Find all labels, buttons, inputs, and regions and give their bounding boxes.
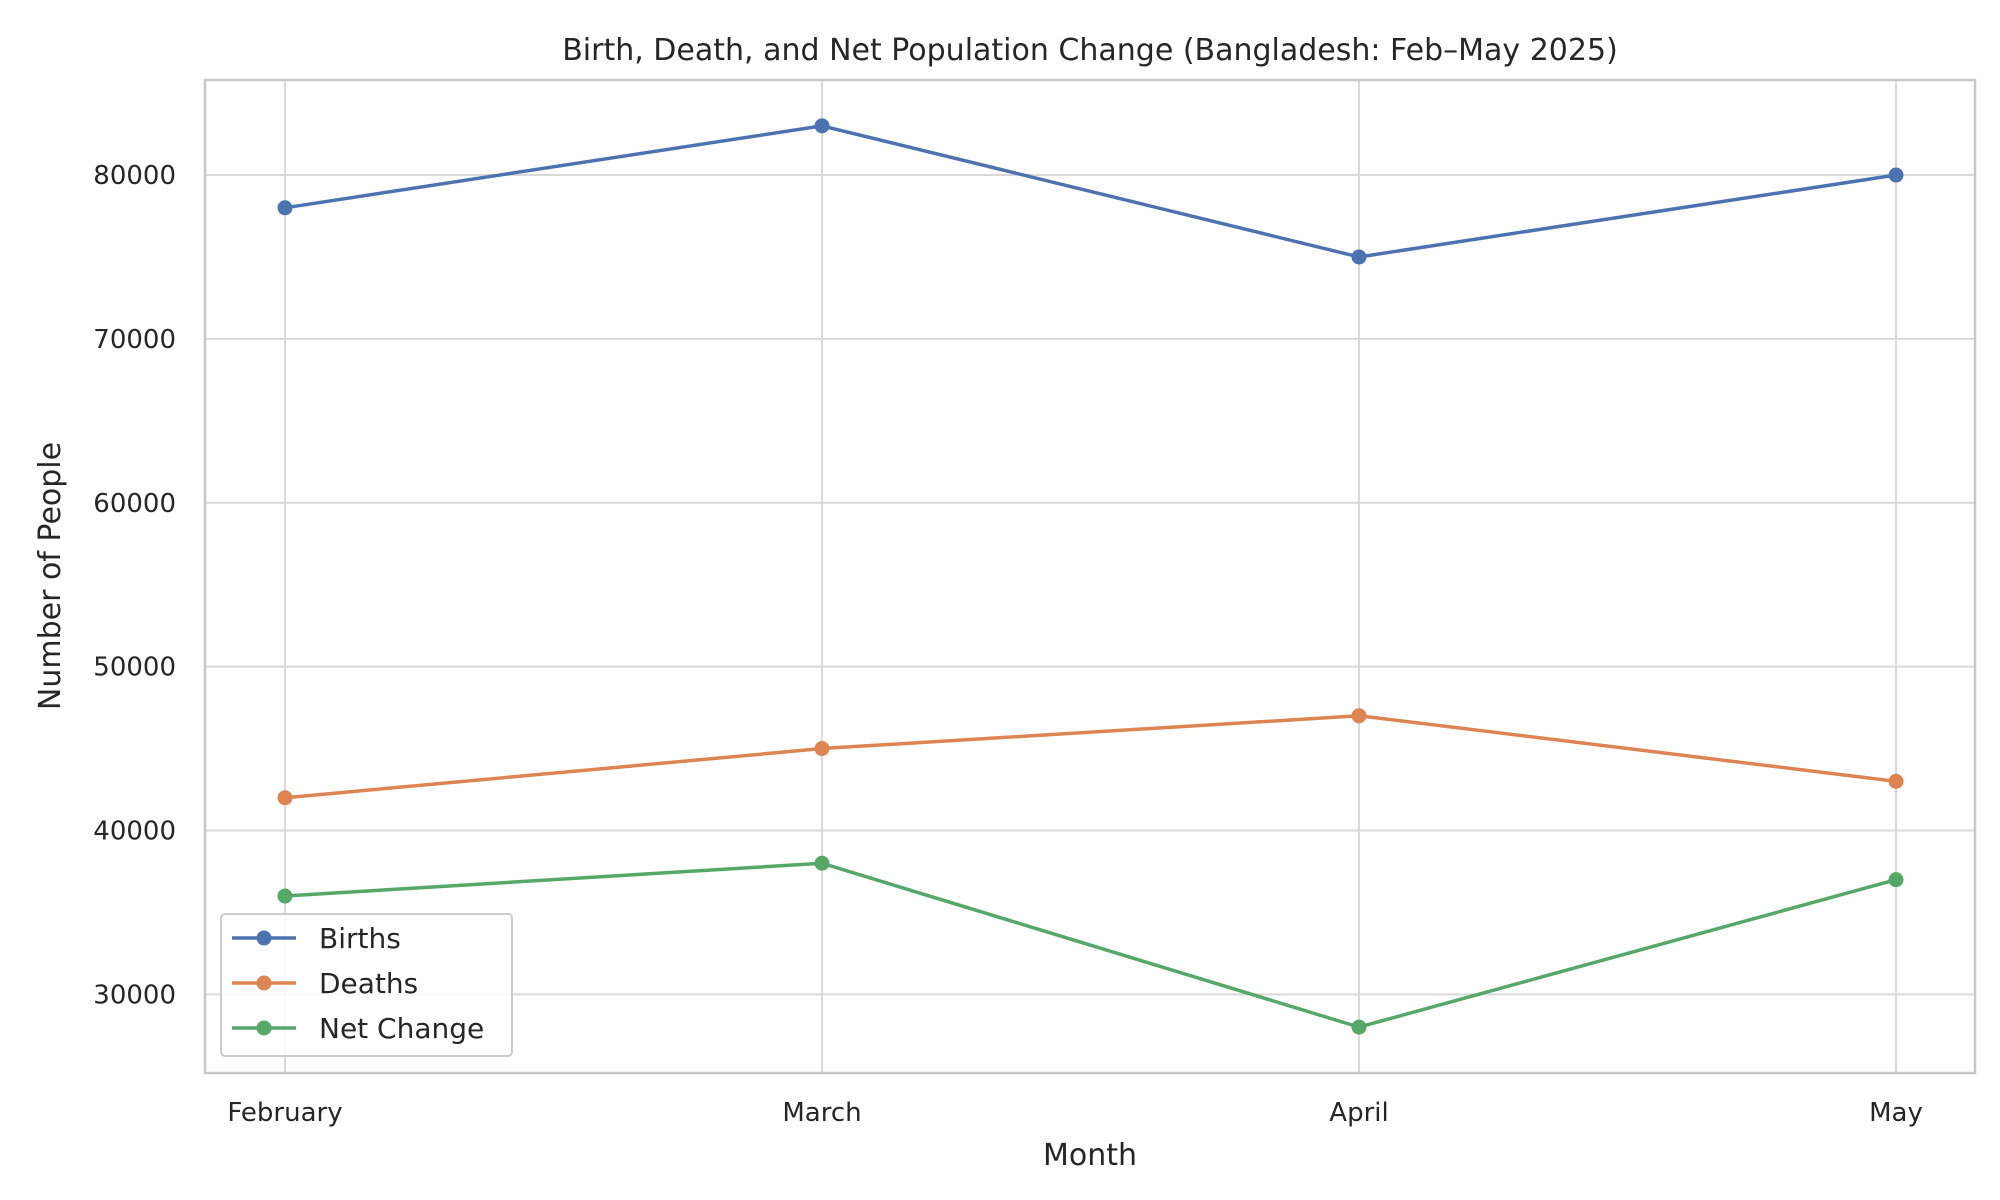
series-births bbox=[277, 118, 1904, 265]
legend-item-deaths: Deaths bbox=[232, 967, 418, 1000]
x-tick-label: March bbox=[782, 1098, 861, 1128]
tick-labels: February March April May 30000 40000 50000 6000… bbox=[93, 161, 1923, 1128]
y-tick-label: 40000 bbox=[93, 816, 176, 846]
series-net-change bbox=[277, 855, 1904, 1035]
x-tick-label: April bbox=[1329, 1098, 1388, 1128]
y-tick-label: 80000 bbox=[93, 161, 176, 191]
data-point-net-change bbox=[1888, 872, 1904, 888]
chart-title: Birth, Death, and Net Population Change … bbox=[562, 33, 1618, 68]
data-point-births bbox=[1351, 249, 1367, 265]
data-point-net-change bbox=[1351, 1019, 1367, 1035]
legend-box bbox=[220, 913, 513, 1057]
legend-marker bbox=[256, 1020, 272, 1036]
data-point-births bbox=[814, 118, 830, 134]
legend-item-births: Births bbox=[232, 922, 401, 955]
series-deaths bbox=[277, 708, 1904, 806]
x-axis-label: Month bbox=[1043, 1138, 1137, 1173]
x-tick-label: February bbox=[227, 1098, 342, 1128]
data-point-births bbox=[277, 200, 293, 216]
legend-item-net-change: Net Change bbox=[232, 1012, 484, 1045]
legend-label: Net Change bbox=[319, 1012, 484, 1045]
data-point-net-change bbox=[277, 888, 293, 904]
y-tick-label: 70000 bbox=[93, 325, 176, 355]
series-line-births bbox=[284, 124, 1897, 259]
legend-marker bbox=[256, 975, 272, 991]
series-line-deaths bbox=[284, 714, 1897, 800]
data-point-net-change bbox=[814, 855, 830, 871]
plot-frame bbox=[203, 78, 1977, 1075]
data-point-births bbox=[1888, 167, 1904, 183]
data-point-deaths bbox=[1351, 708, 1367, 724]
y-tick-label: 50000 bbox=[93, 653, 176, 683]
y-axis-label: Number of People bbox=[33, 442, 68, 710]
legend-label: Deaths bbox=[319, 967, 418, 1000]
series-lines bbox=[277, 118, 1904, 1035]
legend: Births Deaths Net Change bbox=[220, 913, 513, 1057]
x-tick-label: May bbox=[1869, 1098, 1923, 1128]
data-point-deaths bbox=[277, 790, 293, 806]
series-line-net-change bbox=[284, 861, 1897, 1029]
legend-marker bbox=[256, 930, 272, 946]
legend-label: Births bbox=[319, 922, 401, 955]
y-tick-label: 30000 bbox=[93, 980, 176, 1010]
data-point-deaths bbox=[1888, 773, 1904, 789]
y-tick-label: 60000 bbox=[93, 489, 176, 519]
data-point-deaths bbox=[814, 741, 830, 757]
